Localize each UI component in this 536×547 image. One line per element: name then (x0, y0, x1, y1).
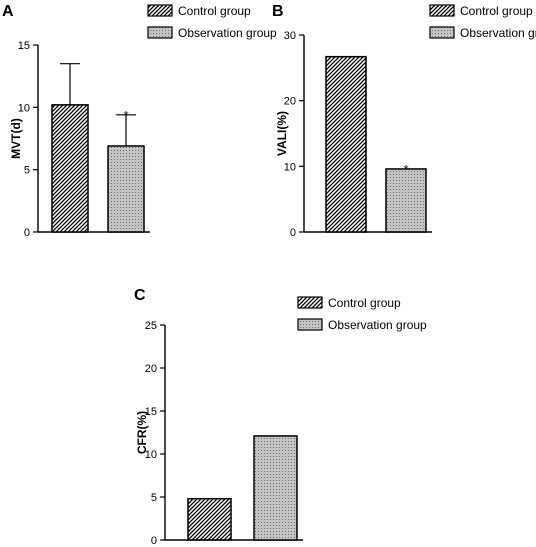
y-tick-label: 0 (151, 535, 157, 547)
legend-label: Control group (328, 296, 401, 310)
legend-swatch-control (147, 4, 173, 17)
y-tick-label: 10 (284, 161, 296, 173)
bar-control (51, 104, 89, 233)
panel-letter: A (2, 3, 14, 20)
legend-label: Control group (178, 4, 251, 18)
legend-label: Observation group (178, 26, 277, 40)
y-axis-label: MVT(d) (9, 118, 23, 159)
legend-swatch-observation (147, 26, 173, 39)
y-tick-label: 30 (284, 30, 296, 42)
legend-swatch-observation (297, 318, 323, 331)
y-axis-label: VALI(%) (275, 111, 289, 156)
significance-marker: * (403, 162, 408, 177)
bar-control (325, 55, 367, 233)
chart-panel-c: C 0 5 10 15 20 25 CFR(%) Control group Observatio… (134, 287, 427, 547)
bar-observation (253, 435, 298, 541)
y-tick-label: 10 (145, 449, 157, 461)
bar-control (187, 497, 232, 541)
panel-letter: B (272, 3, 284, 20)
y-tick-label: 20 (284, 96, 296, 108)
y-tick-label: 25 (145, 320, 157, 332)
significance-marker: * (123, 108, 128, 123)
bar-observation (385, 168, 427, 233)
y-tick-label: 10 (18, 102, 30, 114)
legend-swatch-control (429, 4, 455, 17)
chart-panel-a: A 0 5 10 15 MVT(d) * Control group Observation g… (2, 3, 277, 239)
legend-label: Observation group (328, 318, 427, 332)
chart-panel-b: B 0 10 20 30 VALI(%) * Control group Observation… (272, 3, 536, 239)
legend-label: Control group (460, 4, 533, 18)
legend-swatch-observation (429, 26, 455, 39)
legend-label: Observation group (460, 26, 536, 40)
panel-letter: C (134, 287, 146, 304)
chart-panels: A 0 5 10 15 MVT(d) * Control group Observation g… (2, 3, 536, 547)
y-tick-label: 15 (145, 406, 157, 418)
y-tick-label: 15 (18, 40, 30, 52)
bar-observation (107, 145, 145, 233)
legend-swatch-control (297, 296, 323, 309)
y-tick-label: 5 (24, 165, 30, 177)
y-axis-label: CFR(%) (135, 411, 149, 454)
y-tick-label: 5 (151, 492, 157, 504)
y-tick-label: 0 (24, 227, 30, 239)
y-tick-label: 20 (145, 363, 157, 375)
y-tick-label: 0 (290, 227, 296, 239)
